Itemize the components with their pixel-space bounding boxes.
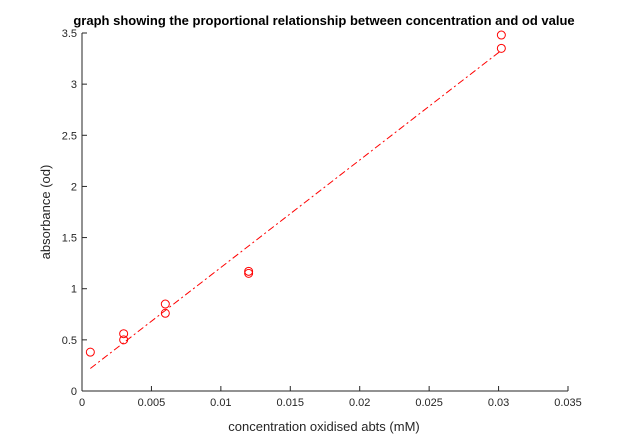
y-tick-label: 0: [71, 386, 77, 398]
x-tick-label: 0.015: [277, 397, 305, 409]
x-tick-label: 0.02: [349, 397, 370, 409]
data-point: [85, 347, 95, 357]
axes: [81, 33, 568, 392]
x-tick-label: 0.005: [138, 397, 166, 409]
x-tick-label: 0.03: [488, 397, 509, 409]
data-point: [119, 329, 129, 339]
y-tick-label: 2: [71, 181, 77, 193]
data-point: [119, 335, 129, 345]
y-tick-label: 2.5: [62, 130, 77, 142]
chart-title: graph showing the proportional relations…: [73, 13, 574, 28]
y-tick-label: 1: [71, 284, 77, 296]
data-point: [496, 43, 506, 53]
series-layer: [85, 30, 506, 369]
x-tick-label: 0.035: [554, 397, 582, 409]
y-tick-label: 3: [71, 79, 77, 91]
y-tick-label: 0.5: [62, 335, 77, 347]
x-tick-label: 0.025: [415, 397, 443, 409]
y-tick-label: 3.5: [62, 28, 77, 40]
data-point: [244, 266, 254, 276]
y-tick-label: 1.5: [62, 233, 77, 245]
data-point: [160, 308, 170, 318]
y-ticks: 0 0.5 1 1.5 2 2.5 3 3.5: [62, 28, 87, 398]
data-point: [160, 299, 170, 309]
x-ticks: 0 0.005 0.01 0.015 0.02 0.025 0.03 0.035: [79, 386, 582, 409]
x-tick-label: 0: [79, 397, 85, 409]
y-axis-label: absorbance (od): [38, 165, 53, 260]
fit-line: [90, 49, 502, 369]
x-tick-label: 0.01: [210, 397, 231, 409]
x-axis-label: concentration oxidised abts (mM): [228, 419, 419, 434]
data-point: [496, 30, 506, 40]
